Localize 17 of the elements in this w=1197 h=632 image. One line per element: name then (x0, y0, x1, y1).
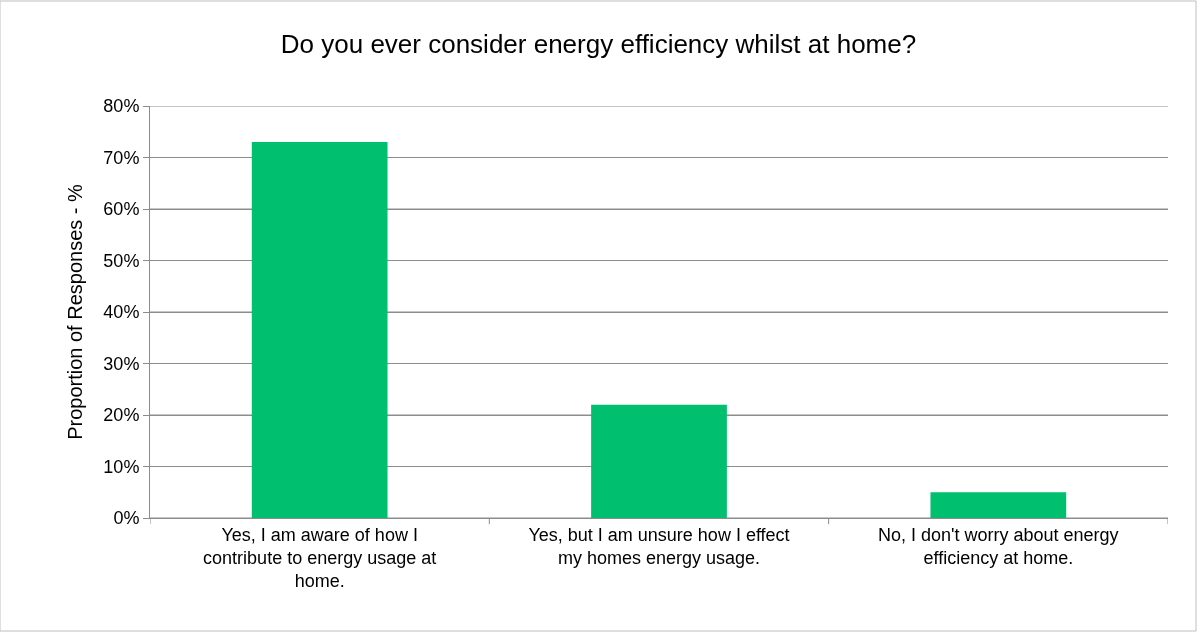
x-tick-label: Yes, but I am unsure how I effect my homes energy usage. (528, 524, 790, 568)
bar (591, 404, 727, 518)
y-tick-label: 40% (103, 302, 140, 323)
y-tick-label: 20% (103, 405, 140, 426)
y-tick-label: 10% (103, 456, 140, 477)
bar (930, 492, 1067, 518)
y-tick-label: 0% (113, 508, 140, 529)
x-tick-label: No, I don't worry about energy efficiency at home. (878, 524, 1119, 568)
bar (251, 142, 388, 518)
y-axis-title: Proportion of Responses - % (63, 183, 86, 440)
y-tick-label: 80% (103, 96, 140, 117)
y-tick-label: 60% (103, 199, 140, 220)
x-tick-label: Yes, I am aware of how I contribute to energy usage at home. (203, 524, 437, 592)
y-tick-label: 30% (103, 353, 140, 374)
y-tick-label: 50% (103, 250, 140, 271)
y-tick-label: 70% (103, 147, 140, 168)
chart-title: Do you ever consider energy efficiency whilst at home? (280, 29, 917, 60)
